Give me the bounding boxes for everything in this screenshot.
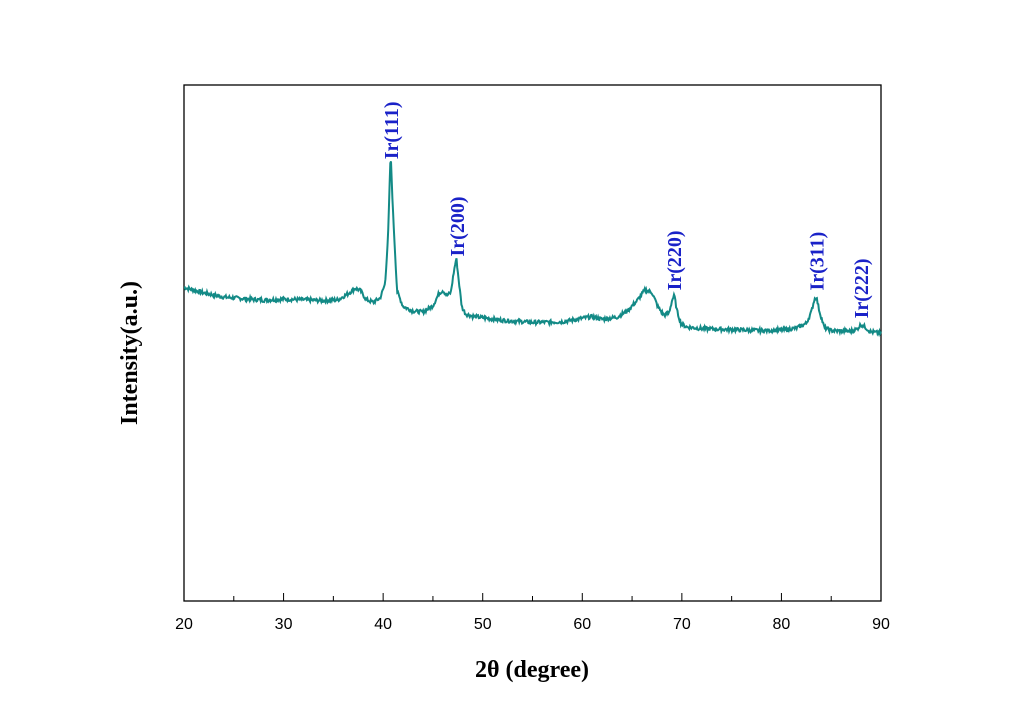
- x-tick-label: 50: [474, 616, 492, 633]
- x-tick-label: 40: [374, 616, 392, 633]
- x-tick-label: 30: [275, 616, 293, 633]
- plot-frame: [183, 84, 882, 602]
- peak-label: Ir(111): [381, 102, 403, 160]
- peak-label: Ir(222): [851, 258, 873, 318]
- x-tick-label: 60: [573, 616, 591, 633]
- y-axis-title: Intensity(a.u.): [117, 281, 143, 425]
- x-tick-label: 90: [872, 616, 890, 633]
- x-axis-ticks: [183, 593, 882, 601]
- x-axis-tick-labels: 20 30 40 50 60 70 80 90: [175, 616, 890, 633]
- peak-label: Ir(311): [806, 232, 828, 291]
- xrd-pattern-line: [183, 161, 882, 338]
- x-axis-title: 2θ (degree): [475, 657, 589, 683]
- peak-annotations: Ir(111) Ir(200) Ir(220) Ir(311) Ir(222): [381, 102, 873, 319]
- peak-label: Ir(200): [447, 197, 469, 257]
- peak-label: Ir(220): [664, 230, 686, 290]
- x-tick-label: 70: [673, 616, 691, 633]
- x-tick-label: 80: [773, 616, 791, 633]
- x-tick-label: 20: [175, 616, 193, 633]
